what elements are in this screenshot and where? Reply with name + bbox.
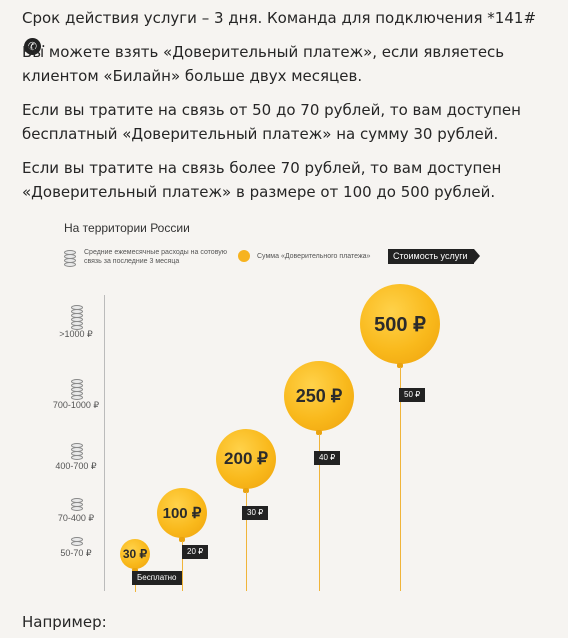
legend-expenses: Средние ежемесячные расходы на сотовую с… (84, 249, 228, 265)
balloon-250: 250 ₽ (284, 361, 354, 431)
balloon-100: 100 ₽ (157, 488, 207, 538)
coin-stack-icon (64, 250, 76, 268)
trust-payment-infographic: На территории России Средние ежемесячные… (50, 215, 520, 600)
y-label-70-400: 70-400 ₽ (57, 513, 95, 523)
free-payment-text: Если вы тратите на связь от 50 до 70 руб… (22, 101, 521, 143)
y-label-400-700: 400-700 ₽ (55, 461, 97, 471)
service-duration-text: Срок действия услуги – 3 дня. Команда дл… (22, 9, 537, 55)
phone-icon: ✆ (24, 38, 41, 55)
eligibility-text: Вы можете взять «Доверительный платеж», … (22, 43, 505, 85)
paid-payment-text: Если вы тратите на связь более 70 рублей… (22, 159, 502, 201)
tag-20: 20 ₽ (182, 545, 209, 559)
tag-30: 30 ₽ (242, 506, 269, 520)
balloon-500: 500 ₽ (360, 284, 440, 364)
balloon-icon (238, 250, 250, 262)
y-label-50-70: 50-70 ₽ (60, 548, 92, 558)
y-axis (104, 295, 105, 591)
legend-cost-tag: Стоимость услуги (388, 249, 480, 264)
balloon-30: 30 ₽ (120, 539, 150, 569)
chart-title: На территории России (64, 221, 190, 235)
y-label-700-1000: 700-1000 ₽ (52, 400, 100, 410)
balloon-200: 200 ₽ (216, 429, 276, 489)
tag-40: 40 ₽ (314, 451, 341, 465)
y-label-1000-plus: >1000 ₽ (59, 329, 93, 339)
tag-50: 50 ₽ (399, 388, 426, 402)
tag-free: Бесплатно (132, 571, 182, 585)
legend-amount: Сумма «Доверительного платежа» (257, 253, 371, 260)
example-heading: Например: (22, 613, 107, 631)
